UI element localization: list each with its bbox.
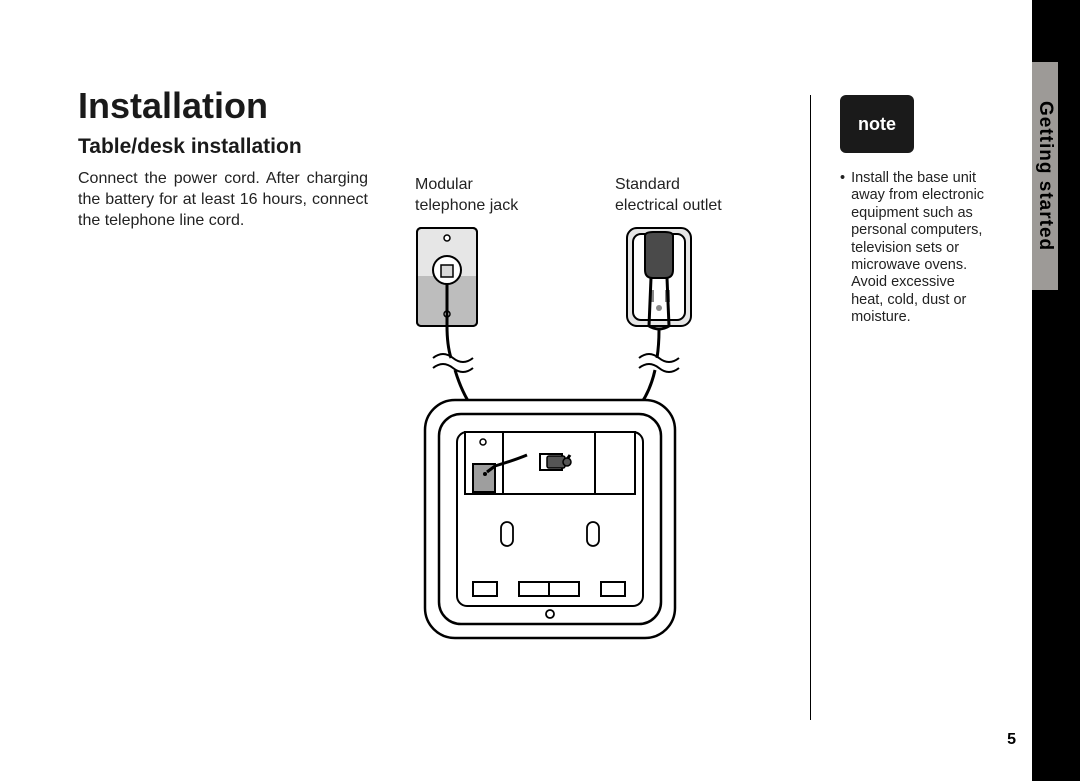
- cord-break-left: [433, 354, 473, 372]
- page-subheading: Table/desk installation: [78, 135, 783, 159]
- page-heading: Installation: [78, 85, 783, 127]
- cord-break-right: [639, 354, 679, 372]
- note-badge-label: note: [858, 114, 896, 135]
- manual-page: Getting started Installation Table/desk …: [0, 0, 1080, 781]
- power-cord-upper: [657, 330, 659, 358]
- telephone-jack-icon: [417, 228, 477, 326]
- base-unit-icon: [425, 400, 675, 638]
- instruction-text: Connect the power cord. After charging t…: [78, 169, 368, 231]
- note-item-text: Install the base unit away from electron…: [851, 170, 990, 327]
- bullet-icon: •: [840, 170, 845, 327]
- section-tab: Getting started: [1032, 62, 1058, 290]
- note-content: • Install the base unit away from electr…: [840, 170, 990, 327]
- installation-diagram: [395, 210, 795, 650]
- section-tab-label: Getting started: [1034, 101, 1056, 251]
- electrical-outlet-icon: [627, 228, 691, 329]
- phone-cord-upper: [447, 326, 451, 358]
- page-number: 5: [1007, 731, 1016, 749]
- vertical-divider: [810, 95, 811, 720]
- note-badge: note: [840, 95, 914, 153]
